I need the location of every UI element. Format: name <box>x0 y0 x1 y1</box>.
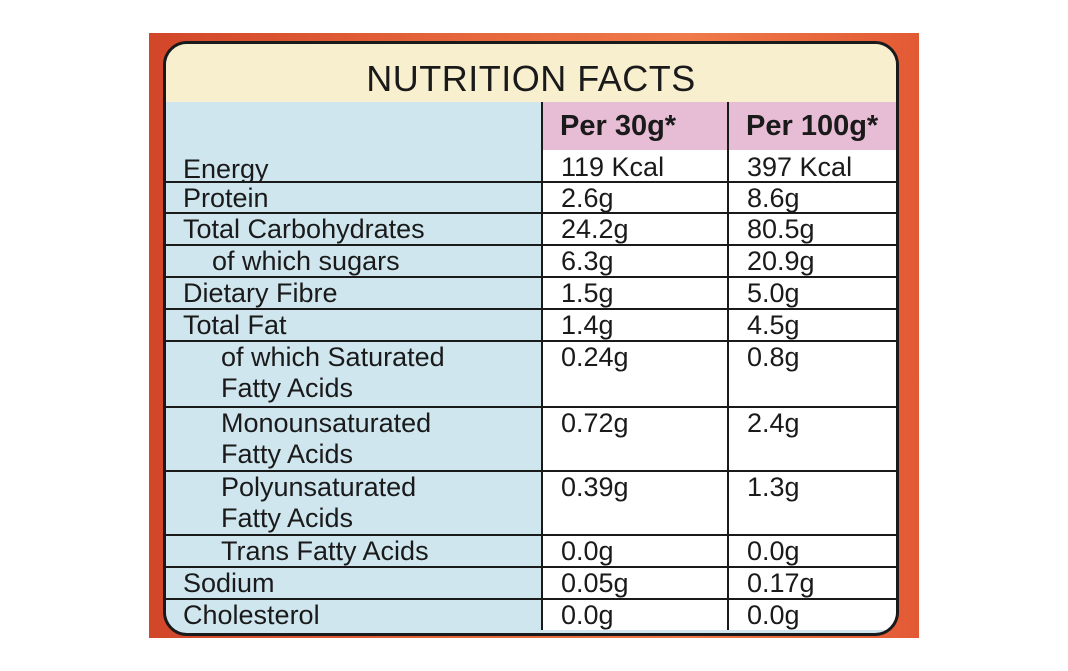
nutrient-name: Dietary Fibre <box>166 278 541 308</box>
nutrient-name: Total Fat <box>166 310 541 340</box>
nutrition-facts-panel: NUTRITION FACTS Per 30g* Per 100g* Energ… <box>163 41 899 636</box>
table-row: Energy 119 Kcal 397 Kcal <box>166 150 896 184</box>
value-per-100g: 4.5g <box>727 310 896 340</box>
value-per-30g: 1.5g <box>541 278 727 308</box>
table-row: Cholesterol 0.0g 0.0g <box>166 600 896 630</box>
nutrient-name: of which sugars <box>166 246 541 276</box>
nutrient-name: Sodium <box>166 568 541 598</box>
value-per-100g: 20.9g <box>727 246 896 276</box>
value-per-100g: 1.3g <box>727 472 896 534</box>
value-per-100g: 0.17g <box>727 568 896 598</box>
table-row: Dietary Fibre 1.5g 5.0g <box>166 278 896 310</box>
nutrient-name: Total Carbohydrates <box>166 214 541 244</box>
value-per-30g: 0.39g <box>541 472 727 534</box>
value-per-30g: 0.72g <box>541 408 727 470</box>
nutrient-name: Polyunsaturated Fatty Acids <box>166 472 541 534</box>
value-per-30g: 0.0g <box>541 536 727 566</box>
nutrient-name: Energy <box>166 150 541 184</box>
nutrient-name: Trans Fatty Acids <box>166 536 541 566</box>
table-row: of which Saturated Fatty Acids 0.24g 0.8… <box>166 342 896 408</box>
column-header-per-30g: Per 30g* <box>541 102 727 150</box>
table-row: Trans Fatty Acids 0.0g 0.0g <box>166 536 896 568</box>
title-band: NUTRITION FACTS <box>166 44 896 104</box>
table-row: Protein 2.6g 8.6g <box>166 183 896 214</box>
nutrient-name: Protein <box>166 183 541 213</box>
panel-title: NUTRITION FACTS <box>366 58 696 99</box>
column-header-row: Per 30g* Per 100g* <box>166 102 896 152</box>
value-per-30g: 119 Kcal <box>541 150 727 182</box>
value-per-30g: 1.4g <box>541 310 727 340</box>
value-per-100g: 2.4g <box>727 408 896 470</box>
value-per-100g: 5.0g <box>727 278 896 308</box>
nutrient-name: Monounsaturated Fatty Acids <box>166 408 541 470</box>
value-per-30g: 24.2g <box>541 214 727 244</box>
value-per-30g: 6.3g <box>541 246 727 276</box>
value-per-30g: 0.0g <box>541 600 727 630</box>
column-header-per-100g: Per 100g* <box>727 102 896 150</box>
table-row: Total Fat 1.4g 4.5g <box>166 310 896 342</box>
value-per-100g: 80.5g <box>727 214 896 244</box>
nutrient-header-blank <box>166 102 541 150</box>
value-per-30g: 2.6g <box>541 183 727 213</box>
value-per-100g: 8.6g <box>727 183 896 213</box>
value-per-100g: 397 Kcal <box>727 150 896 182</box>
table-row: Polyunsaturated Fatty Acids 0.39g 1.3g <box>166 472 896 536</box>
table-row: Sodium 0.05g 0.17g <box>166 568 896 600</box>
table-row: of which sugars 6.3g 20.9g <box>166 246 896 278</box>
table-row: Total Carbohydrates 24.2g 80.5g <box>166 214 896 246</box>
value-per-100g: 0.8g <box>727 342 896 406</box>
nutrient-table: Energy 119 Kcal 397 Kcal Protein 2.6g 8.… <box>166 150 896 633</box>
value-per-100g: 0.0g <box>727 536 896 566</box>
value-per-30g: 0.05g <box>541 568 727 598</box>
value-per-30g: 0.24g <box>541 342 727 406</box>
nutrient-name: of which Saturated Fatty Acids <box>166 342 541 406</box>
nutrient-name: Cholesterol <box>166 600 541 630</box>
value-per-100g: 0.0g <box>727 600 896 630</box>
table-row: Monounsaturated Fatty Acids 0.72g 2.4g <box>166 408 896 472</box>
